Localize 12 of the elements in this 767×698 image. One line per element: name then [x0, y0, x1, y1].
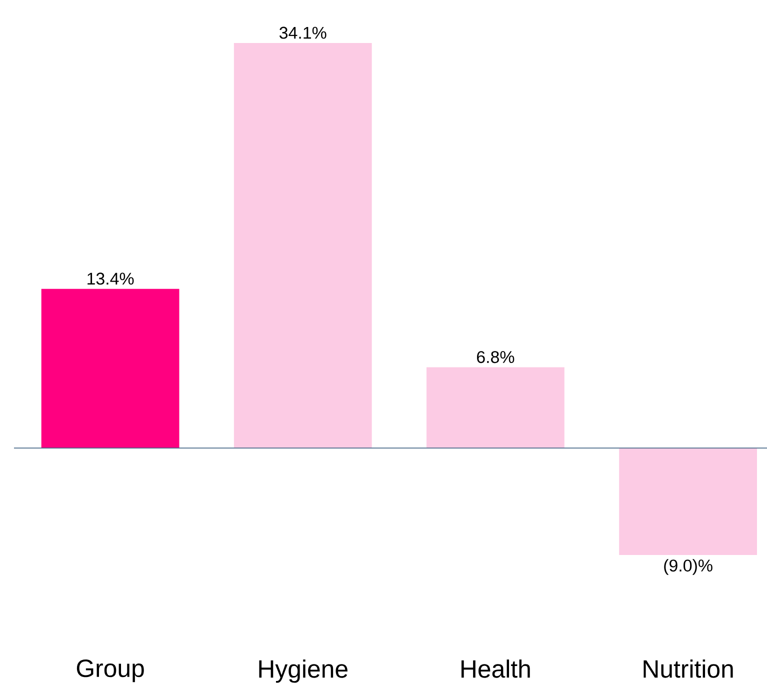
bar	[426, 367, 564, 448]
bar	[619, 448, 757, 555]
x-tick-label: Nutrition	[644, 660, 733, 678]
bar	[234, 42, 372, 448]
data-label: 34.1%	[280, 26, 326, 39]
data-label: (9.0)%	[664, 559, 712, 575]
data-label: 6.8%	[477, 351, 514, 364]
x-tick-label: Health	[462, 660, 530, 678]
x-tick-label: Group	[76, 660, 144, 682]
bar	[41, 288, 180, 448]
data-label: 13.4%	[88, 272, 134, 285]
x-tick-label: Hygiene	[259, 660, 348, 683]
